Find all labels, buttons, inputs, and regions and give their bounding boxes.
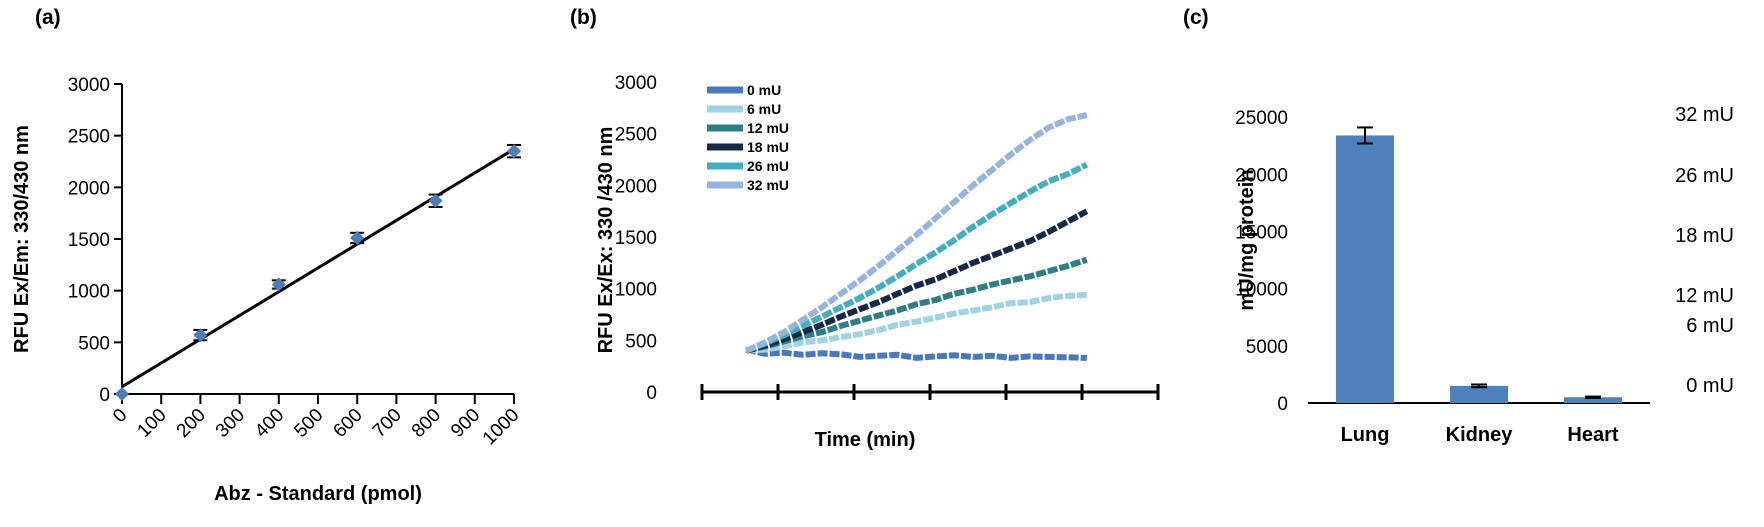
y-tick-label: 500	[625, 331, 657, 352]
x-tick-label: 1000	[479, 405, 524, 450]
panel-a-label: (a)	[35, 6, 61, 29]
bar	[1450, 385, 1508, 403]
legend-label: 0 mU	[747, 82, 781, 98]
y-tick-label: 500	[78, 333, 110, 354]
series-line	[745, 256, 1088, 354]
y-axis-title: RFU Ex/Em: 330/430 nm	[11, 125, 33, 353]
y-tick-label: 2500	[68, 127, 110, 148]
y-tick-label: 0	[646, 383, 657, 404]
data-point	[507, 144, 521, 159]
category-label: Lung	[1341, 424, 1390, 446]
legend-label: 32 mU	[747, 177, 789, 193]
x-axis-title: Abz - Standard (pmol)	[214, 483, 422, 505]
series-line	[745, 346, 1087, 361]
x-tick-label: 400	[251, 405, 288, 442]
category-label: Kidney	[1446, 424, 1514, 446]
series-line	[746, 291, 1087, 354]
data-point	[193, 328, 208, 343]
series-line	[745, 208, 1089, 354]
side-label: 12 mU	[1675, 285, 1734, 307]
x-axis-title: Time (min)	[815, 429, 916, 451]
x-tick-label: 300	[212, 405, 249, 442]
side-label: 32 mU	[1675, 104, 1734, 126]
data-point	[428, 193, 443, 208]
panel-c-label: (c)	[1183, 6, 1209, 29]
x-tick-label: 900	[447, 405, 484, 442]
y-tick-label: 1000	[68, 282, 110, 303]
chart-c: 0 5000 10000 15000 20000 25000 mU/mg protein Lu…	[1235, 104, 1734, 446]
category-label: Heart	[1567, 424, 1618, 446]
x-tick-label: 700	[369, 405, 406, 442]
chart-b: 0 500 1000 1500 2000 2500 3000 Time (min) RFU Ex…	[595, 73, 1160, 451]
legend-label: 12 mU	[747, 120, 789, 136]
series-line	[745, 162, 1089, 354]
legend-label: 18 mU	[747, 139, 789, 155]
y-tick-label: 2500	[615, 125, 657, 146]
y-tick-label: 1500	[615, 228, 657, 249]
side-label: 6 mU	[1686, 315, 1734, 337]
x-tick-label: 800	[408, 405, 445, 442]
side-label: 0 mU	[1686, 375, 1734, 397]
y-axis-title: mU/mg protein	[1236, 169, 1258, 310]
y-tick-label: 10000	[1235, 280, 1288, 301]
x-tick-label: 100	[133, 405, 170, 442]
x-tick-label: 500	[290, 405, 327, 442]
panel-b-label: (b)	[570, 6, 597, 29]
y-tick-label: 3000	[68, 75, 110, 96]
y-tick-label: 25000	[1235, 108, 1288, 129]
y-tick-label: 2000	[615, 176, 657, 197]
series-line	[744, 112, 1088, 354]
y-tick-label: 1500	[68, 230, 110, 251]
data-point	[350, 230, 365, 245]
x-tick-label: 600	[329, 405, 366, 442]
side-label: 26 mU	[1675, 165, 1734, 187]
data-point	[271, 277, 286, 292]
y-axis-title: RFU Ex/Ex: 330 /430 nm	[595, 127, 617, 354]
y-tick-label: 1000	[615, 280, 657, 301]
side-label: 18 mU	[1675, 225, 1734, 247]
fit-line	[121, 147, 515, 389]
data-point	[115, 387, 129, 401]
y-tick-label: 3000	[615, 73, 657, 94]
bar	[1336, 135, 1394, 403]
y-tick-label: 0	[99, 385, 110, 406]
bar	[1564, 397, 1622, 403]
y-tick-label: 20000	[1235, 165, 1288, 186]
y-tick-label: 5000	[1246, 337, 1288, 358]
x-tick-label: 200	[173, 405, 210, 442]
legend-label: 26 mU	[747, 158, 789, 174]
y-tick-label: 0	[1277, 394, 1288, 415]
y-tick-label: 15000	[1235, 222, 1288, 243]
y-tick-label: 2000	[68, 178, 110, 199]
x-tick-label: 0	[109, 405, 131, 427]
legend-label: 6 mU	[747, 101, 781, 117]
